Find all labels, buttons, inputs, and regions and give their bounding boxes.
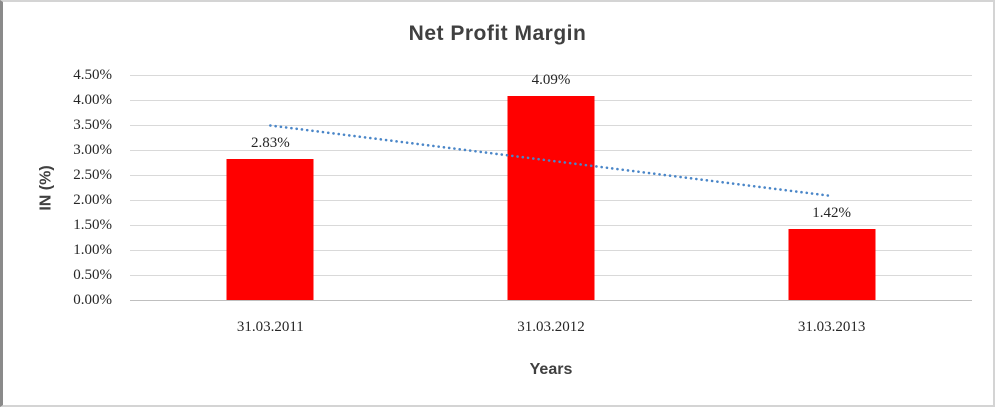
y-tick-label: 2.00% xyxy=(73,192,112,208)
y-tick-label: 4.50% xyxy=(73,67,112,83)
y-tick-label: 1.00% xyxy=(73,242,112,258)
bar xyxy=(226,158,314,300)
y-tick-label: 0.00% xyxy=(73,292,112,308)
bar-data-label: 4.09% xyxy=(531,71,571,88)
y-tick-label: 3.00% xyxy=(73,142,112,158)
trendline-segment xyxy=(269,124,833,198)
bar xyxy=(507,95,595,300)
bar-data-label: 2.83% xyxy=(250,134,290,151)
y-tick-label: 0.50% xyxy=(73,267,112,283)
x-tick-label: 31.03.2012 xyxy=(517,319,585,335)
x-tick-label: 31.03.2011 xyxy=(236,319,304,335)
y-tick-label: 2.50% xyxy=(73,167,112,183)
x-axis-title: Years xyxy=(529,361,573,378)
plot-area: 2.83% 31.03.2011 4.09% 31.03.2012 1.42% 31.03… xyxy=(130,71,972,335)
y-tick-label: 4.00% xyxy=(73,92,112,108)
x-tick-label: 31.03.2013 xyxy=(797,319,866,335)
y-axis-tick-labels: 4.50% 4.00% 3.50% 3.00% 2.50% 2.00% 1.50% 1.00%… xyxy=(0,67,112,308)
trendline xyxy=(269,124,833,198)
bar-data-label: 1.42% xyxy=(812,205,852,221)
chart-title: Net Profit Margin xyxy=(408,22,587,45)
y-tick-label: 3.50% xyxy=(73,117,112,133)
y-tick-label: 1.50% xyxy=(73,217,112,233)
x-axis-line xyxy=(130,300,972,301)
bar xyxy=(788,229,876,300)
gridline xyxy=(130,75,972,76)
